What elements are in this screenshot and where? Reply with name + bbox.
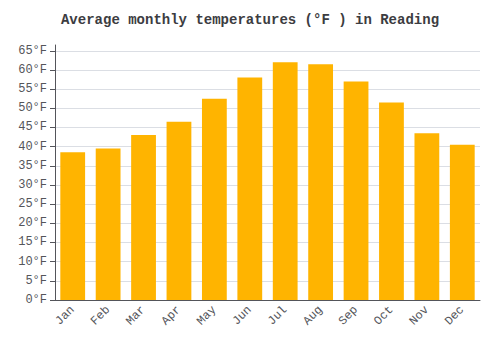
svg-text:Mar: Mar: [123, 303, 148, 328]
svg-text:15°F: 15°F: [18, 235, 47, 249]
svg-text:Jun: Jun: [230, 303, 255, 328]
svg-text:55°F: 55°F: [18, 82, 47, 96]
svg-text:Nov: Nov: [407, 303, 432, 328]
svg-text:60°F: 60°F: [18, 63, 47, 77]
svg-text:45°F: 45°F: [18, 120, 47, 134]
svg-text:0°F: 0°F: [25, 293, 47, 307]
svg-text:35°F: 35°F: [18, 159, 47, 173]
svg-text:Sep: Sep: [336, 303, 361, 328]
svg-text:30°F: 30°F: [18, 178, 47, 192]
svg-text:Oct: Oct: [371, 303, 396, 328]
svg-text:Feb: Feb: [88, 303, 113, 328]
svg-text:40°F: 40°F: [18, 140, 47, 154]
svg-text:Jul: Jul: [265, 303, 290, 328]
svg-text:10°F: 10°F: [18, 255, 47, 269]
svg-text:65°F: 65°F: [18, 44, 47, 58]
svg-text:Dec: Dec: [442, 303, 467, 328]
svg-text:20°F: 20°F: [18, 216, 47, 230]
svg-text:May: May: [194, 303, 219, 328]
svg-text:5°F: 5°F: [25, 274, 47, 288]
svg-text:25°F: 25°F: [18, 197, 47, 211]
svg-text:Average monthly temperatures (: Average monthly temperatures (°F ) in Re…: [61, 12, 439, 28]
svg-text:Aug: Aug: [300, 303, 325, 328]
svg-text:Jan: Jan: [53, 303, 78, 328]
svg-text:50°F: 50°F: [18, 101, 47, 115]
svg-text:Apr: Apr: [159, 303, 184, 328]
